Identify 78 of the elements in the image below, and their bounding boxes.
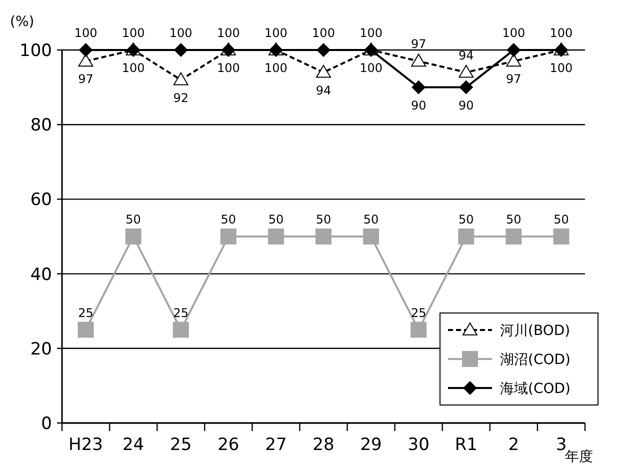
point [458, 64, 474, 78]
data-label: 50 [363, 212, 379, 226]
data-label: 100 [360, 61, 382, 75]
x-tick-label: 28 [312, 435, 334, 455]
y-tick-label: 20 [30, 339, 52, 360]
data-label: 100 [216, 61, 240, 75]
x-tick-label: 29 [360, 435, 382, 455]
x-tick-label: 26 [218, 435, 240, 455]
data-label: 25 [78, 306, 94, 320]
x-tick-label: 25 [170, 435, 192, 455]
x-tick-label: R1 [454, 435, 478, 455]
data-label: 50 [554, 212, 569, 226]
data-label: 97 [78, 72, 94, 86]
data-label: 50 [316, 212, 332, 226]
legend-label: 海域(COD) [500, 381, 570, 397]
data-label: 25 [173, 306, 189, 320]
point [506, 54, 522, 67]
point [506, 228, 522, 244]
point [363, 228, 380, 244]
point [268, 228, 284, 244]
x-tick-label: 3 [556, 435, 567, 455]
y-tick-label: 80 [30, 116, 52, 136]
data-label: 90 [410, 98, 426, 112]
data-label: 100 [74, 26, 98, 40]
data-label: 100 [122, 26, 145, 40]
x-tick-label: 30 [408, 435, 430, 455]
point [173, 72, 188, 86]
point [410, 322, 427, 338]
data-label: 50 [126, 212, 141, 226]
data-label: 100 [502, 26, 526, 40]
data-label: 94 [458, 48, 474, 62]
point [78, 322, 94, 338]
data-label: 100 [312, 26, 335, 40]
data-label: 100 [264, 61, 288, 75]
y-tick-label: 100 [20, 41, 52, 61]
point [553, 228, 570, 244]
legend-label: 湖沼(COD) [500, 352, 570, 368]
data-label: 97 [506, 72, 522, 86]
data-label: 100 [169, 26, 192, 40]
data-label: 100 [216, 26, 240, 40]
data-label: 100 [122, 61, 145, 75]
point [316, 64, 331, 78]
legend-label: 河川(BOD) [500, 323, 570, 339]
data-label: 100 [264, 26, 288, 40]
point [78, 54, 94, 67]
point [220, 228, 236, 244]
data-label: 50 [506, 212, 522, 226]
point [458, 228, 474, 244]
point [412, 80, 426, 94]
point [78, 43, 93, 57]
x-axis-title: 年度 [565, 449, 593, 465]
data-label: 50 [268, 212, 284, 226]
x-tick-label: 27 [265, 435, 287, 455]
x-tick-label: H23 [68, 435, 103, 455]
point [459, 80, 474, 94]
point [174, 43, 188, 57]
point [172, 322, 189, 338]
x-tick-label: 2 [508, 435, 520, 455]
data-label: 90 [458, 98, 474, 112]
point [506, 43, 521, 57]
data-label: 94 [316, 83, 332, 98]
point [316, 43, 330, 57]
point [316, 228, 332, 244]
y-axis-title: (%) [10, 14, 34, 30]
data-label: 50 [220, 212, 236, 226]
y-tick-label: 0 [41, 414, 52, 434]
data-label: 25 [410, 306, 426, 320]
data-label: 100 [360, 26, 382, 40]
y-tick-label: 40 [30, 264, 52, 285]
data-label: 50 [458, 212, 474, 226]
point [125, 228, 142, 244]
x-tick-label: 24 [122, 435, 144, 455]
y-tick-label: 60 [30, 190, 52, 210]
point [411, 54, 426, 67]
data-label: 100 [550, 26, 573, 40]
data-label: 92 [173, 90, 189, 105]
data-label: 97 [410, 37, 426, 52]
data-label: 100 [550, 61, 573, 75]
